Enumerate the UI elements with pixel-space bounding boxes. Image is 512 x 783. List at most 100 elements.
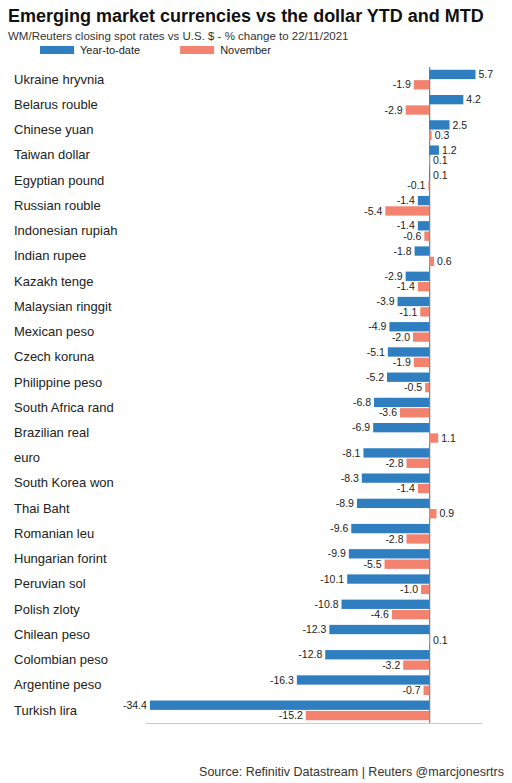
data-label: 2.5 (453, 119, 468, 131)
y-tick: euro (14, 450, 40, 465)
y-tick: Ukraine hryvnia (14, 72, 105, 87)
category-label: Thai Baht (14, 501, 70, 516)
y-tick: Indonesian rupiah (14, 223, 117, 238)
bars (150, 70, 476, 720)
legend-swatch (40, 46, 74, 54)
data-label: 0.9 (440, 507, 455, 519)
data-label: -3.2 (382, 659, 400, 671)
data-label: -1.9 (393, 78, 411, 90)
bar (406, 534, 429, 543)
bar (329, 625, 429, 634)
bar (428, 181, 430, 190)
category-label: Czech koruna (14, 349, 95, 364)
y-tick: Colombian peso (14, 652, 108, 667)
bar (418, 196, 429, 205)
data-label: -10.1 (320, 573, 344, 585)
x-tick (429, 67, 430, 723)
category-label: Chinese yuan (14, 122, 94, 137)
y-tick: South Korea won (14, 475, 114, 490)
bar (420, 307, 429, 316)
data-label: -34.4 (123, 699, 147, 711)
category-label: Ukraine hryvnia (14, 72, 105, 87)
bar (306, 711, 429, 720)
category-label: South Africa rand (14, 400, 114, 415)
x-axis (146, 67, 483, 724)
legend: Year-to-date November (40, 44, 271, 56)
source-note: Source: Refinitiv Datastream | Reuters @… (199, 765, 504, 779)
y-tick: Chinese yuan (14, 122, 94, 137)
legend-label: Year-to-date (80, 44, 140, 56)
bar (400, 408, 429, 417)
data-label: -3.9 (376, 295, 394, 307)
category-label: Peruvian sol (14, 576, 86, 591)
y-tick: Thai Baht (14, 501, 70, 516)
data-label: -3.6 (379, 406, 397, 418)
category-label: Taiwan dollar (14, 147, 91, 162)
category-label: Russian rouble (14, 198, 101, 213)
data-label: -2.8 (385, 457, 403, 469)
category-label: Belarus rouble (14, 97, 98, 112)
data-labels: 5.74.22.51.20.1-1.4-1.4-1.8-2.9-3.9-4.9-… (123, 68, 493, 721)
bar (425, 383, 429, 392)
data-label: -8.1 (342, 447, 360, 459)
data-label: -5.2 (366, 371, 384, 383)
category-label: Egyptian pound (14, 173, 104, 188)
data-label: -12.8 (298, 648, 322, 660)
legend-item: Year-to-date (40, 44, 140, 56)
y-tick: Egyptian pound (14, 173, 104, 188)
data-label: -8.9 (336, 497, 354, 509)
data-label: -1.4 (397, 482, 415, 494)
bar (413, 332, 429, 341)
title: Emerging market currencies vs the dollar… (8, 6, 484, 26)
y-tick: Czech koruna (14, 349, 95, 364)
bar (325, 650, 429, 659)
data-label: -8.3 (341, 472, 359, 484)
bar (362, 473, 429, 482)
category-label: Turkish lira (14, 703, 78, 718)
bar (429, 131, 431, 140)
bar (403, 660, 429, 669)
bar (421, 585, 429, 594)
legend-label: November (220, 44, 271, 56)
y-tick: Philippine peso (14, 375, 102, 390)
data-label: -1.4 (397, 280, 415, 292)
data-label: 4.2 (466, 93, 481, 105)
data-label: -1.4 (397, 194, 415, 206)
data-label: 0.1 (433, 634, 448, 646)
y-tick: Taiwan dollar (14, 147, 91, 162)
data-label: 0.3 (435, 129, 450, 141)
bar (429, 156, 431, 165)
data-label: -10.8 (315, 598, 339, 610)
category-label: Mexican peso (14, 324, 94, 339)
bar (385, 206, 429, 215)
y-tick: Polish zloty (14, 602, 80, 617)
bar (406, 105, 430, 114)
category-label: Kazakh tenge (14, 274, 94, 289)
data-label: -2.8 (385, 533, 403, 545)
bar (429, 70, 475, 79)
data-label: -1.8 (394, 245, 412, 257)
data-label: -9.9 (328, 547, 346, 559)
y-tick: Romanian leu (14, 526, 94, 541)
data-label: -12.3 (302, 623, 326, 635)
bar (414, 80, 429, 89)
category-label: Colombian peso (14, 652, 108, 667)
legend-swatch (180, 46, 214, 54)
y-tick: Argentine peso (14, 677, 101, 692)
y-tick: Hungarian forint (14, 551, 107, 566)
legend-item: November (180, 44, 271, 56)
bar (357, 499, 429, 508)
category-label: Malaysian ringgit (14, 299, 112, 314)
category-label: Argentine peso (14, 677, 101, 692)
data-label: -1.1 (399, 306, 417, 318)
category-label: South Korea won (14, 475, 114, 490)
category-label: Philippine peso (14, 375, 102, 390)
data-label: -4.6 (371, 608, 389, 620)
data-label: -9.6 (330, 522, 348, 534)
category-label: Romanian leu (14, 526, 94, 541)
category-label: Indonesian rupiah (14, 223, 117, 238)
bar (349, 549, 429, 558)
data-label: -6.9 (352, 421, 370, 433)
bar (429, 95, 463, 104)
bar (406, 459, 429, 468)
